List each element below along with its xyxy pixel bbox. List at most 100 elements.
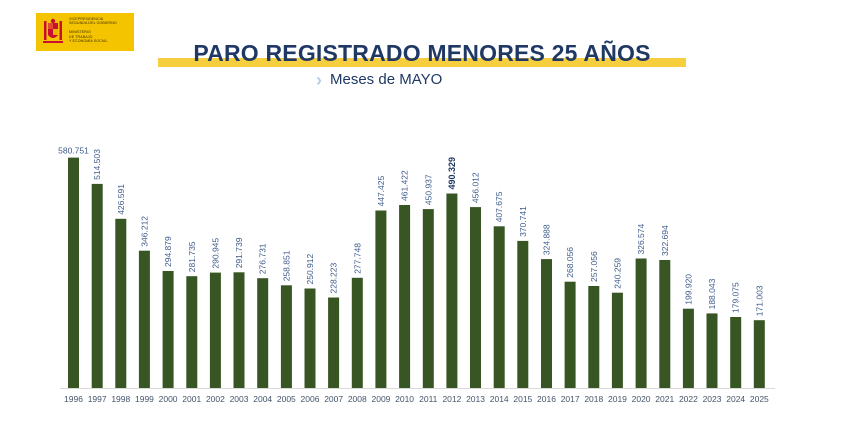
bar-2024 — [730, 317, 742, 388]
x-tick-label-2013: 2013 — [466, 394, 485, 404]
government-logo: VICEPRESIDENCIA SEGUNDA DEL GOBIERNO MIN… — [36, 13, 134, 51]
bar-2006 — [304, 288, 316, 388]
x-tick-label-1997: 1997 — [88, 394, 107, 404]
x-tick-label-2015: 2015 — [513, 394, 532, 404]
x-tick-label-2019: 2019 — [608, 394, 627, 404]
x-tick-label-2021: 2021 — [655, 394, 674, 404]
value-label-2001: 281.735 — [187, 241, 197, 272]
bar-1997 — [91, 183, 103, 388]
bar-1996 — [68, 157, 79, 388]
value-label-2015: 370.741 — [518, 206, 528, 237]
x-tick-label-2007: 2007 — [324, 394, 343, 404]
bar-2007 — [328, 297, 340, 388]
bar-2002 — [209, 272, 221, 388]
value-label-2009: 447.425 — [376, 176, 386, 207]
x-tick-label-1999: 1999 — [135, 394, 154, 404]
logo-line-3: MINISTERIO — [69, 30, 91, 35]
x-tick-label-1996: 1996 — [64, 394, 83, 404]
value-label-2024: 179.075 — [731, 282, 741, 313]
chevron-right-icon: › — [316, 70, 322, 90]
x-tick-label-2003: 2003 — [230, 394, 249, 404]
value-label-2002: 290.945 — [210, 238, 220, 269]
x-tick-label-2022: 2022 — [679, 394, 698, 404]
x-tick-label-2010: 2010 — [395, 394, 414, 404]
title-underline — [158, 58, 686, 67]
bar-2011 — [422, 209, 434, 388]
bar-1998 — [115, 218, 127, 388]
value-label-2013: 456.012 — [471, 172, 481, 203]
value-label-2016: 324.888 — [542, 224, 552, 255]
title-block: PARO REGISTRADO MENORES 25 AÑOS — [158, 40, 686, 70]
x-tick-label-1998: 1998 — [111, 394, 130, 404]
chart-title: PARO REGISTRADO MENORES 25 AÑOS — [193, 40, 651, 66]
x-tick-label-2024: 2024 — [726, 394, 745, 404]
bar-2001 — [186, 276, 198, 388]
value-label-1996: 580.751 — [58, 146, 89, 156]
value-label-2012: 490.329 — [447, 157, 457, 190]
x-tick-label-2011: 2011 — [419, 394, 438, 404]
x-tick-label-2017: 2017 — [561, 394, 580, 404]
x-tick-label-2002: 2002 — [206, 394, 225, 404]
x-tick-label-2008: 2008 — [348, 394, 367, 404]
x-tick-label-2016: 2016 — [537, 394, 556, 404]
value-label-2023: 188.043 — [707, 278, 717, 309]
x-tick-label-2006: 2006 — [301, 394, 320, 404]
bar-2015 — [517, 240, 529, 388]
bar-2004 — [257, 278, 269, 388]
bar-2012 — [446, 193, 458, 388]
bar-2013 — [470, 207, 481, 388]
x-tick-label-2009: 2009 — [371, 394, 390, 404]
chart-subtitle: Meses de MAYO — [330, 71, 443, 88]
value-label-1997: 514.503 — [92, 149, 102, 180]
bar-2000 — [162, 271, 174, 388]
value-label-2020: 326.574 — [636, 224, 646, 255]
bar-2020 — [635, 258, 647, 388]
value-label-1998: 426.591 — [116, 184, 126, 215]
bar-2022 — [682, 308, 694, 388]
value-label-2006: 250.912 — [305, 254, 315, 285]
x-tick-label-2000: 2000 — [159, 394, 178, 404]
value-label-2022: 199.920 — [683, 274, 693, 305]
bar-2016 — [541, 259, 552, 388]
bar-2008 — [351, 277, 363, 388]
bar-2003 — [233, 272, 245, 388]
value-label-1999: 346.212 — [139, 216, 149, 247]
value-label-2010: 461.422 — [400, 170, 410, 201]
x-tick-label-2001: 2001 — [182, 394, 201, 404]
value-label-2005: 258.851 — [281, 250, 291, 281]
x-tick-label-2004: 2004 — [253, 394, 272, 404]
value-label-2003: 291.739 — [234, 237, 244, 268]
value-label-2018: 257.056 — [589, 251, 599, 282]
x-tick-label-2020: 2020 — [632, 394, 651, 404]
x-tick-label-2025: 2025 — [750, 394, 769, 404]
value-label-2004: 276.731 — [258, 243, 268, 274]
bar-2010 — [399, 205, 411, 388]
x-tick-label-2023: 2023 — [703, 394, 722, 404]
x-tick-label-2018: 2018 — [584, 394, 603, 404]
value-label-2019: 240.259 — [612, 258, 622, 289]
x-tick-label-2014: 2014 — [490, 394, 509, 404]
coat-of-arms-icon — [43, 18, 63, 43]
value-label-2007: 228.223 — [329, 263, 339, 294]
x-tick-label-2012: 2012 — [442, 394, 461, 404]
bar-2005 — [280, 285, 292, 388]
bar-2009 — [375, 210, 387, 388]
logo-line-4: DE TRABAJO — [69, 34, 93, 39]
value-label-2014: 407.675 — [494, 191, 504, 222]
x-tick-label-2005: 2005 — [277, 394, 296, 404]
bar-2021 — [659, 260, 671, 388]
bar-2019 — [611, 292, 623, 388]
bar-2017 — [564, 281, 576, 388]
value-label-2000: 294.879 — [163, 236, 173, 267]
logo-line-1: VICEPRESIDENCIA — [69, 17, 104, 21]
value-label-2025: 171.003 — [754, 285, 764, 316]
bar-2023 — [706, 313, 718, 388]
value-label-2021: 322.694 — [660, 225, 670, 256]
logo-line-2: SEGUNDA DEL GOBIERNO — [69, 21, 117, 26]
bar-2025 — [753, 320, 765, 388]
value-label-2008: 277.748 — [352, 243, 362, 274]
logo-line-5: Y ECONOMÍA SOCIAL — [69, 38, 108, 43]
bar-2014 — [493, 226, 505, 388]
bar-2018 — [588, 286, 600, 388]
